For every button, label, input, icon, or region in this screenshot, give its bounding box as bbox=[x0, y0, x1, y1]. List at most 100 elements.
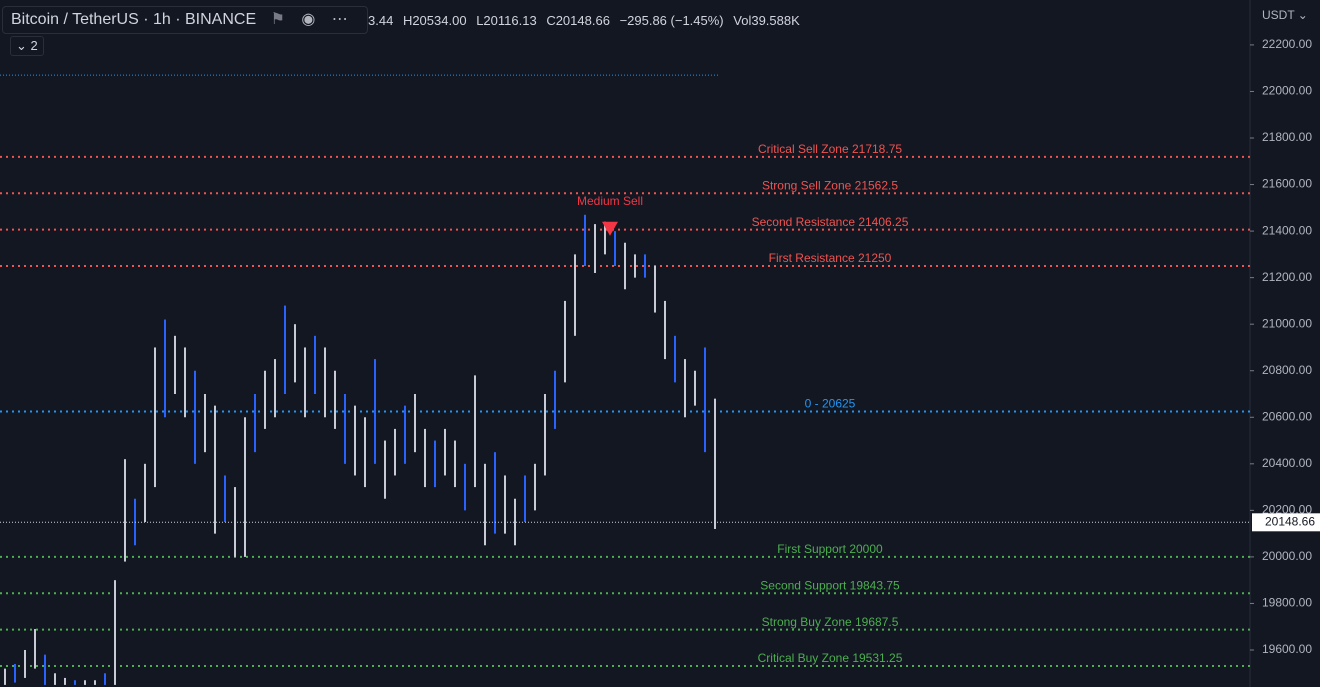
price-bar bbox=[94, 680, 96, 685]
level-label: First Resistance 21250 bbox=[769, 251, 892, 265]
volume: Vol39.588K bbox=[733, 13, 800, 28]
price-bar bbox=[664, 300, 666, 360]
price-bar bbox=[694, 370, 696, 406]
price-bar bbox=[674, 335, 676, 383]
y-tick-label: 22000.00 bbox=[1262, 84, 1312, 98]
high: H20534.00 bbox=[402, 13, 467, 28]
price-bar bbox=[644, 254, 646, 278]
change: −295.86 (−1.45%) bbox=[619, 13, 724, 28]
price-bar bbox=[384, 440, 386, 499]
price-bar bbox=[224, 475, 226, 522]
symbol: Bitcoin / TetherUS · 1h · BINANCE bbox=[11, 11, 257, 28]
price-bar bbox=[304, 347, 306, 418]
y-tick-label: 22200.00 bbox=[1262, 37, 1312, 51]
price-bar bbox=[24, 649, 26, 678]
price-bar bbox=[274, 359, 276, 418]
indicator-count: 2 bbox=[30, 38, 38, 53]
price-bar bbox=[584, 214, 586, 267]
currency: USDT bbox=[1262, 8, 1295, 22]
price-bar bbox=[294, 324, 296, 383]
signal-marker bbox=[602, 221, 618, 236]
price-bar bbox=[634, 254, 636, 278]
y-tick-label: 20600.00 bbox=[1262, 409, 1312, 423]
price-bar bbox=[194, 370, 196, 464]
level-label: Strong Sell Zone 21562.5 bbox=[762, 178, 898, 192]
symbol-box[interactable]: Bitcoin / TetherUS · 1h · BINANCE ⚑ ◉ ⋯ bbox=[2, 6, 368, 34]
y-tick-label: 21000.00 bbox=[1262, 316, 1312, 330]
price-bar bbox=[654, 266, 656, 313]
currency-menu[interactable]: USDT ⌄ bbox=[1262, 8, 1308, 22]
price-bar bbox=[34, 629, 36, 669]
price-bar bbox=[54, 673, 56, 685]
price-bar bbox=[474, 375, 476, 488]
low: L20116.13 bbox=[476, 13, 537, 28]
price-bar bbox=[114, 580, 116, 685]
price-bar bbox=[164, 319, 166, 418]
price-bar bbox=[604, 221, 606, 255]
price-bar bbox=[344, 394, 346, 464]
price-bar bbox=[214, 405, 216, 534]
last-price-box bbox=[1252, 513, 1320, 532]
price-bar bbox=[4, 668, 6, 685]
price-bar bbox=[484, 463, 486, 546]
price-bar bbox=[104, 673, 106, 685]
level-label: First Support 20000 bbox=[777, 542, 883, 556]
price-bar bbox=[364, 417, 366, 488]
price-bar bbox=[614, 231, 616, 267]
level-label: Strong Buy Zone 19687.5 bbox=[762, 615, 899, 629]
more-icon[interactable]: ⋯ bbox=[331, 11, 348, 28]
level-label: Second Support 19843.75 bbox=[760, 578, 900, 592]
price-bar bbox=[324, 347, 326, 418]
price-bar bbox=[704, 347, 706, 453]
flag-icon[interactable]: ⚑ bbox=[270, 11, 285, 28]
level-label: 0 - 20625 bbox=[805, 397, 856, 411]
indicator-toggle[interactable]: ⌄ 2 bbox=[10, 36, 44, 56]
price-bar bbox=[124, 459, 126, 562]
close: C20148.66 bbox=[546, 13, 610, 28]
price-bar bbox=[374, 359, 376, 464]
price-bar bbox=[424, 428, 426, 488]
y-tick-label: 19600.00 bbox=[1262, 642, 1312, 656]
price-bar bbox=[504, 475, 506, 534]
y-tick-label: 20000.00 bbox=[1262, 549, 1312, 563]
price-bar bbox=[464, 463, 466, 511]
signal-label: Medium Sell bbox=[577, 194, 643, 208]
price-bar bbox=[534, 463, 536, 511]
level-label: Critical Sell Zone 21718.75 bbox=[758, 142, 902, 156]
price-bar bbox=[204, 394, 206, 453]
y-tick-label: 19800.00 bbox=[1262, 596, 1312, 610]
price-bar bbox=[64, 677, 66, 685]
price-bar bbox=[14, 663, 16, 683]
price-bar bbox=[394, 428, 396, 476]
price-bar bbox=[564, 300, 566, 383]
price-bar bbox=[254, 394, 256, 453]
price-bar bbox=[74, 680, 76, 685]
y-tick-label: 21800.00 bbox=[1262, 130, 1312, 144]
y-tick-label: 21200.00 bbox=[1262, 270, 1312, 284]
price-bar bbox=[144, 463, 146, 522]
price-bar bbox=[174, 335, 176, 395]
price-bar bbox=[594, 224, 596, 273]
price-bar bbox=[684, 359, 686, 418]
price-bar bbox=[714, 398, 716, 529]
eye-icon[interactable]: ◉ bbox=[301, 11, 316, 28]
price-bar bbox=[434, 440, 436, 488]
price-bar bbox=[314, 335, 316, 395]
level-label: Critical Buy Zone 19531.25 bbox=[758, 651, 903, 665]
level-label: Second Resistance 21406.25 bbox=[752, 215, 909, 229]
y-tick-label: 21400.00 bbox=[1262, 223, 1312, 237]
price-bar bbox=[264, 370, 266, 429]
price-bar bbox=[154, 347, 156, 488]
price-bar bbox=[624, 242, 626, 290]
price-bar bbox=[244, 417, 246, 557]
price-bar bbox=[454, 440, 456, 488]
price-bar bbox=[334, 370, 336, 429]
price-bar bbox=[284, 305, 286, 395]
price-bar bbox=[444, 428, 446, 476]
y-tick-label: 21600.00 bbox=[1262, 177, 1312, 191]
price-bar bbox=[44, 654, 46, 685]
price-bar bbox=[414, 394, 416, 453]
y-tick-label: 20800.00 bbox=[1262, 363, 1312, 377]
